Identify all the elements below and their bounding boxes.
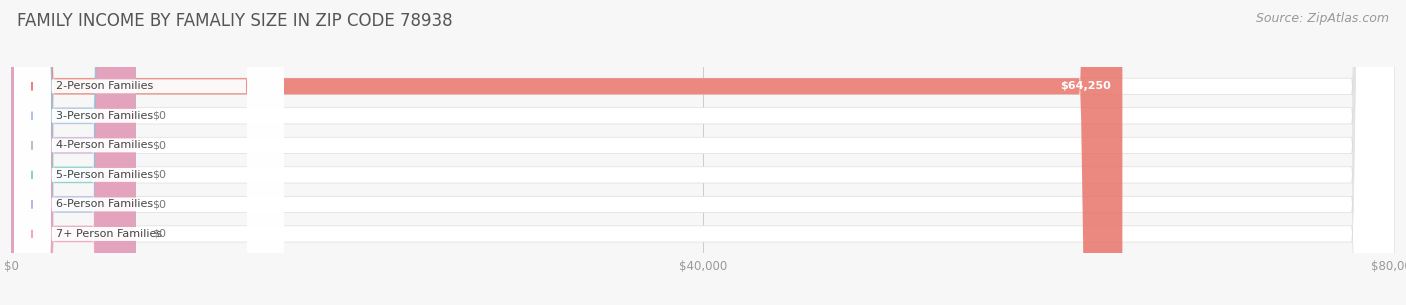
- FancyBboxPatch shape: [11, 0, 1122, 305]
- Text: $0: $0: [152, 111, 166, 121]
- FancyBboxPatch shape: [14, 0, 284, 305]
- FancyBboxPatch shape: [11, 0, 136, 305]
- FancyBboxPatch shape: [11, 0, 1395, 305]
- Text: Source: ZipAtlas.com: Source: ZipAtlas.com: [1256, 12, 1389, 25]
- FancyBboxPatch shape: [11, 0, 136, 305]
- Text: $0: $0: [152, 199, 166, 210]
- Text: 3-Person Families: 3-Person Families: [55, 111, 153, 121]
- FancyBboxPatch shape: [11, 0, 1395, 305]
- Text: 6-Person Families: 6-Person Families: [55, 199, 153, 210]
- Text: $0: $0: [152, 229, 166, 239]
- FancyBboxPatch shape: [11, 0, 1395, 305]
- FancyBboxPatch shape: [14, 0, 284, 305]
- FancyBboxPatch shape: [14, 0, 284, 305]
- FancyBboxPatch shape: [11, 0, 1395, 305]
- Text: $0: $0: [152, 170, 166, 180]
- FancyBboxPatch shape: [11, 0, 136, 305]
- Text: $0: $0: [152, 140, 166, 150]
- Text: 4-Person Families: 4-Person Families: [55, 140, 153, 150]
- Text: 7+ Person Families: 7+ Person Families: [55, 229, 162, 239]
- FancyBboxPatch shape: [14, 0, 284, 305]
- Text: 5-Person Families: 5-Person Families: [55, 170, 153, 180]
- FancyBboxPatch shape: [11, 0, 1395, 305]
- Text: $64,250: $64,250: [1060, 81, 1111, 91]
- FancyBboxPatch shape: [11, 0, 136, 305]
- FancyBboxPatch shape: [14, 0, 284, 305]
- FancyBboxPatch shape: [11, 0, 1395, 305]
- Text: FAMILY INCOME BY FAMALIY SIZE IN ZIP CODE 78938: FAMILY INCOME BY FAMALIY SIZE IN ZIP COD…: [17, 12, 453, 30]
- FancyBboxPatch shape: [14, 0, 284, 305]
- FancyBboxPatch shape: [11, 0, 136, 305]
- Text: 2-Person Families: 2-Person Families: [55, 81, 153, 91]
